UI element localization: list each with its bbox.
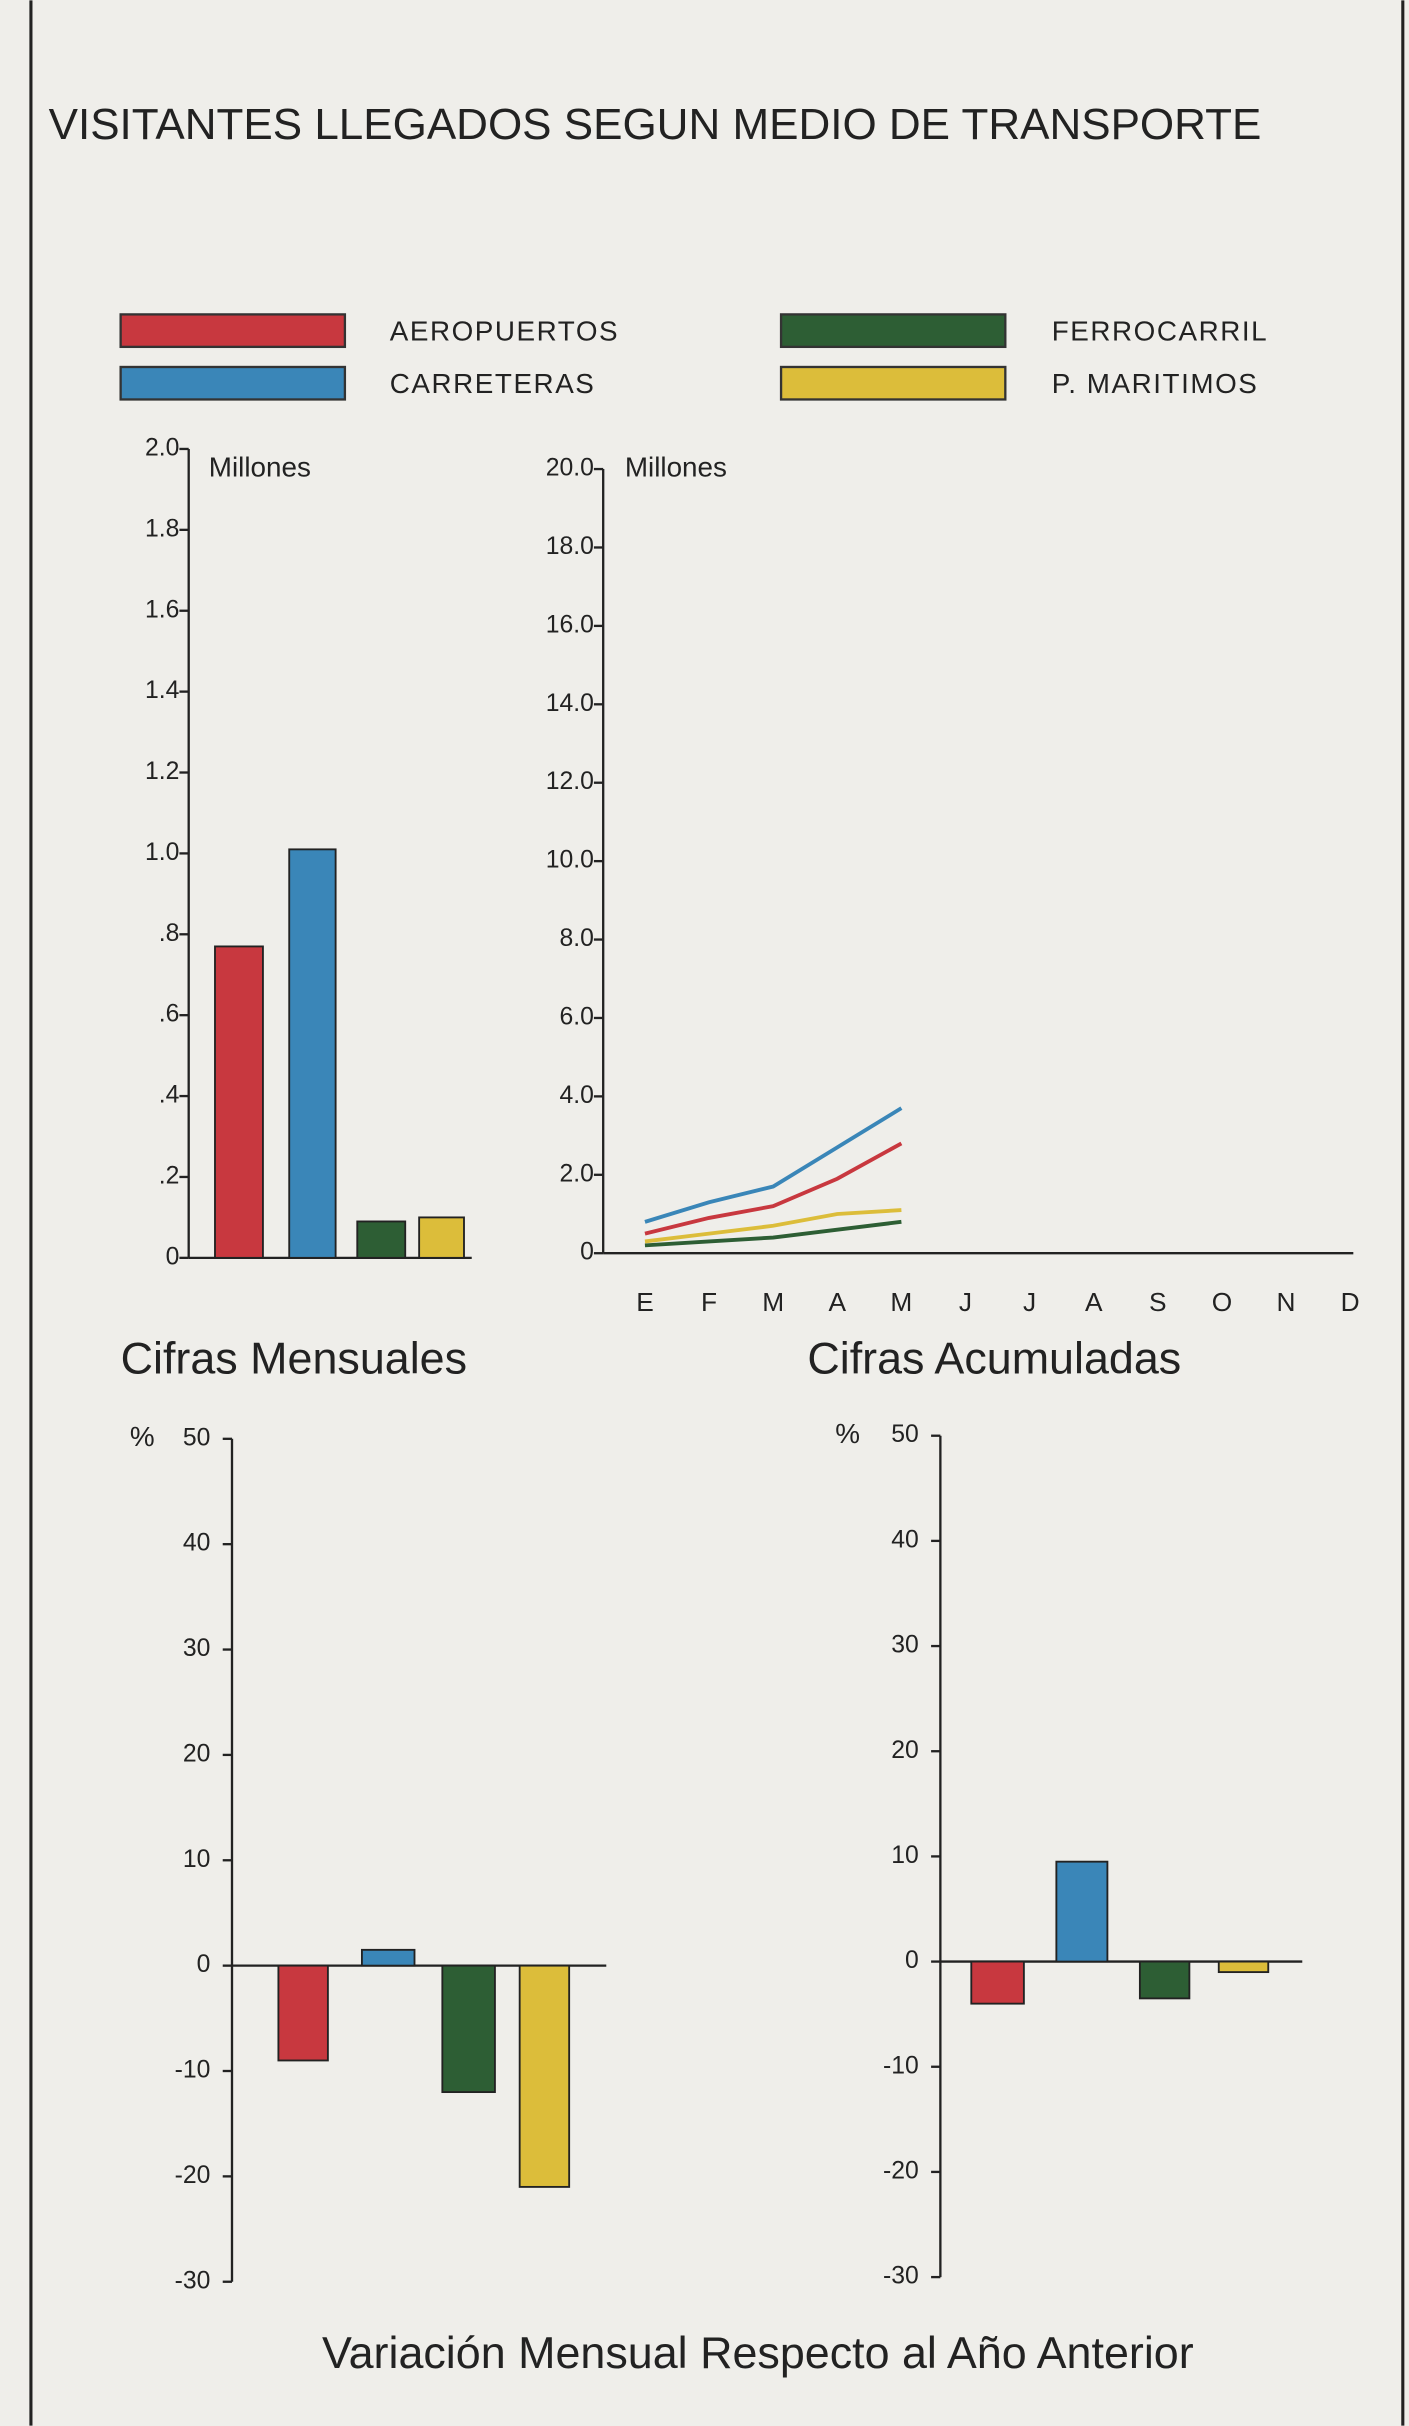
- y-tick-label: 40: [891, 1526, 919, 1553]
- legend-label: P. MARITIMOS: [1052, 368, 1259, 399]
- x-tick-label: A: [829, 1287, 847, 1317]
- legend-label: FERROCARRIL: [1052, 315, 1268, 346]
- y-tick-label: -10: [883, 2052, 919, 2079]
- y-tick-label: 1.0: [145, 839, 179, 866]
- bar: [1055, 1860, 1109, 1963]
- legend-label: CARRETERAS: [390, 368, 596, 399]
- y-tick-label: 1.2: [145, 758, 179, 785]
- line: [644, 1208, 902, 1244]
- y-tick-label: 30: [891, 1632, 919, 1659]
- y-tick-label: -30: [883, 2263, 919, 2290]
- bar: [288, 848, 337, 1259]
- y-tick-label: 16.0: [546, 611, 594, 638]
- chart-title: Cifras Mensuales: [121, 1332, 467, 1383]
- x-tick-label: E: [636, 1287, 654, 1317]
- line: [644, 1219, 902, 1248]
- x-tick-label: S: [1149, 1287, 1167, 1317]
- bar: [214, 945, 264, 1259]
- y-tick-label: 12.0: [546, 768, 594, 795]
- y-tick-label: 4.0: [560, 1082, 594, 1109]
- y-tick-label: -10: [175, 2057, 211, 2084]
- y-tick-label: 2.0: [560, 1160, 594, 1187]
- y-axis-label: Millones: [209, 451, 311, 482]
- y-tick-label: -20: [175, 2162, 211, 2189]
- y-tick-label: -20: [883, 2157, 919, 2184]
- x-tick-label: N: [1277, 1287, 1296, 1317]
- x-tick-label: A: [1085, 1287, 1103, 1317]
- title: VISITANTES LLEGADOS SEGUN MEDIO DE TRANS…: [48, 100, 1262, 149]
- x-tick-label: J: [1023, 1287, 1036, 1317]
- caption: Variación Mensual Respecto al Año Anteri…: [322, 2327, 1194, 2378]
- bar: [356, 1220, 407, 1259]
- legend-swatch: [119, 365, 347, 401]
- y-tick-label: 1.8: [145, 515, 179, 542]
- y-tick-label: 18.0: [546, 533, 594, 560]
- y-axis-label: Millones: [625, 451, 727, 482]
- bar: [1217, 1960, 1270, 1974]
- bar: [1138, 1960, 1191, 2000]
- y-tick-label: 30: [183, 1635, 211, 1662]
- y-tick-label: -30: [175, 2267, 211, 2294]
- legend-swatch: [779, 365, 1007, 401]
- y-tick-label: 50: [891, 1421, 919, 1448]
- y-tick-label: 14.0: [546, 690, 594, 717]
- line: [644, 1106, 903, 1224]
- y-tick-label: 10: [891, 1842, 919, 1869]
- y-tick-label: 1.6: [145, 596, 179, 623]
- bar: [441, 1964, 496, 2094]
- y-tick-label: 6.0: [560, 1003, 594, 1030]
- x-tick-label: M: [762, 1287, 784, 1317]
- x-tick-label: D: [1341, 1287, 1360, 1317]
- legend-label: AEROPUERTOS: [390, 315, 619, 346]
- y-axis-label: %: [835, 1418, 860, 1449]
- y-tick-label: 0: [166, 1243, 180, 1270]
- chart-title: Cifras Acumuladas: [807, 1332, 1181, 1383]
- x-tick-label: O: [1212, 1287, 1232, 1317]
- legend-swatch: [119, 313, 347, 349]
- y-tick-label: 50: [183, 1424, 211, 1451]
- y-tick-label: 40: [183, 1530, 211, 1557]
- y-tick-label: 1.4: [145, 677, 180, 704]
- y-tick-label: .2: [159, 1162, 180, 1189]
- x-tick-label: M: [890, 1287, 912, 1317]
- bar: [518, 1964, 571, 2188]
- y-tick-label: 20: [891, 1737, 919, 1764]
- y-tick-label: .4: [159, 1082, 180, 1109]
- y-tick-label: 20: [183, 1740, 211, 1767]
- bar: [418, 1216, 465, 1259]
- y-tick-label: 10: [183, 1846, 211, 1873]
- y-tick-label: 8.0: [560, 925, 594, 952]
- x-tick-label: F: [701, 1287, 717, 1317]
- bar: [277, 1964, 329, 2062]
- bar: [360, 1948, 416, 1967]
- y-tick-label: 0: [197, 1951, 211, 1978]
- y-tick-label: .6: [159, 1001, 180, 1028]
- y-tick-label: 0: [580, 1239, 594, 1266]
- x-tick-label: J: [959, 1287, 972, 1317]
- y-tick-label: 20.0: [546, 455, 594, 482]
- y-tick-label: 0: [905, 1947, 919, 1974]
- bar: [970, 1960, 1025, 2005]
- y-tick-label: .8: [159, 920, 180, 947]
- y-tick-label: 10.0: [546, 847, 594, 874]
- y-axis-label: %: [130, 1421, 155, 1452]
- line: [644, 1141, 903, 1236]
- legend-swatch: [779, 313, 1007, 349]
- y-tick-label: 2.0: [145, 434, 179, 461]
